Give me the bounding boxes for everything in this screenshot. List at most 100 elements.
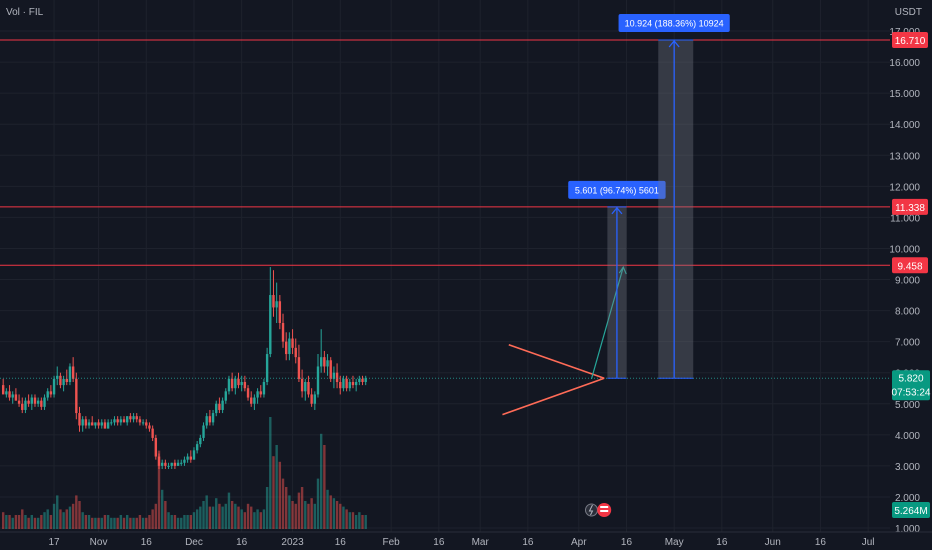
candle-body xyxy=(205,416,208,426)
volume-bars xyxy=(1,417,367,529)
candle-body xyxy=(154,437,158,457)
candle-body xyxy=(62,378,65,386)
candle-body xyxy=(288,338,291,355)
level-price-tag-label: 11.338 xyxy=(895,203,925,214)
candle-body xyxy=(97,422,100,426)
price-unit-label: USDT xyxy=(894,7,922,18)
candle-body xyxy=(56,375,59,379)
current-price-tag xyxy=(892,370,930,401)
candle-body xyxy=(135,416,138,420)
volume-bar xyxy=(234,503,237,529)
price-tick-label: 8.000 xyxy=(895,307,920,318)
projection-line xyxy=(590,266,624,380)
chart-drawings[interactable]: 5.601 (96.74%) 5601 10.924 (188.36%) 1092… xyxy=(0,14,890,517)
candle-body xyxy=(106,422,110,429)
candle-body xyxy=(27,400,30,404)
candle-body xyxy=(319,357,323,367)
volume-bar xyxy=(310,498,313,529)
time-tick-label: 16 xyxy=(522,537,534,548)
price-tick-label: 1.000 xyxy=(895,524,920,535)
volume-bar xyxy=(87,515,91,529)
candle-body xyxy=(65,378,68,383)
candle-body xyxy=(256,391,259,398)
time-tick-label: 16 xyxy=(815,537,827,548)
volume-bar xyxy=(75,495,78,529)
volume-bar xyxy=(160,489,164,529)
candle-body xyxy=(126,416,129,423)
volume-bar xyxy=(250,506,253,529)
candle-body xyxy=(323,357,326,367)
time-tick-label: Jun xyxy=(765,537,781,548)
candle-body xyxy=(180,462,183,464)
time-tick-label: 16 xyxy=(433,537,445,548)
volume-bar xyxy=(110,517,113,529)
volume-bar xyxy=(40,515,43,529)
volume-bar xyxy=(275,445,278,529)
volume-bar xyxy=(323,445,326,529)
candlestick-series xyxy=(1,267,367,469)
volume-bar xyxy=(116,517,119,529)
volume-bar xyxy=(294,503,297,529)
volume-bar xyxy=(100,517,103,529)
measurement-label-box xyxy=(568,180,666,199)
volume-bar xyxy=(240,509,243,529)
time-tick-label: 17 xyxy=(48,537,60,548)
price-axis[interactable]: 17.00016.00015.00014.00013.00012.00011.0… xyxy=(889,27,920,535)
candle-body xyxy=(199,437,202,445)
candle-body xyxy=(316,366,320,395)
time-axis[interactable]: 17 Nov 16 Dec 16 2023 16 Feb 16 Mar 16 Apr 16 May 16 Ju… xyxy=(0,531,932,548)
volume-bar xyxy=(122,517,126,529)
candle-body xyxy=(354,382,358,386)
volume-bar xyxy=(313,503,317,529)
candle-body xyxy=(170,462,173,466)
volume-bar xyxy=(297,492,301,529)
candle-countdown-label: 07:53:24 xyxy=(892,387,931,398)
candle-body xyxy=(234,378,237,389)
volume-bar xyxy=(151,509,154,529)
volume-bar xyxy=(49,515,53,529)
candle-body xyxy=(304,382,307,392)
candle-body xyxy=(230,378,234,389)
candle-body xyxy=(345,378,348,389)
measurement-arrow-head xyxy=(668,39,680,48)
volume-bar xyxy=(103,515,107,529)
volume-bar xyxy=(138,515,142,529)
volume-bar xyxy=(164,501,167,529)
time-tick-label: 16 xyxy=(621,537,633,548)
time-tick-label: 16 xyxy=(236,537,248,548)
volume-indicator-label[interactable]: Vol · FIL xyxy=(6,7,44,18)
volume-bar xyxy=(307,503,310,529)
price-tick-label: 4.000 xyxy=(895,431,920,442)
candle-body xyxy=(116,419,119,423)
candle-body xyxy=(272,295,275,308)
candle-body xyxy=(348,382,351,389)
volume-bar xyxy=(94,517,97,529)
volume-bar xyxy=(148,515,151,529)
candle-body xyxy=(307,382,310,395)
price-tick-label: 11.000 xyxy=(890,213,920,224)
candle-body xyxy=(100,422,103,426)
volume-bar xyxy=(272,456,275,529)
candle-body xyxy=(215,403,218,414)
candle-body xyxy=(91,422,94,426)
candle-body xyxy=(189,456,192,460)
candle-body xyxy=(119,419,123,423)
volume-bar xyxy=(183,515,186,529)
candle-body xyxy=(326,360,329,367)
volume-bar xyxy=(5,515,8,529)
triangle-upper-line xyxy=(508,343,605,380)
measurement-range-box xyxy=(658,40,694,379)
candle-body xyxy=(281,322,285,342)
candle-body xyxy=(49,391,53,395)
candle-body xyxy=(278,301,282,323)
candle-body xyxy=(138,419,142,423)
candle-body xyxy=(81,419,84,426)
volume-bar xyxy=(129,517,132,529)
volume-bar xyxy=(52,503,56,529)
volume-bar xyxy=(46,509,49,529)
volume-bar xyxy=(30,515,33,529)
candle-body xyxy=(275,301,278,308)
candle-body xyxy=(294,347,297,358)
volume-bar xyxy=(135,517,138,529)
